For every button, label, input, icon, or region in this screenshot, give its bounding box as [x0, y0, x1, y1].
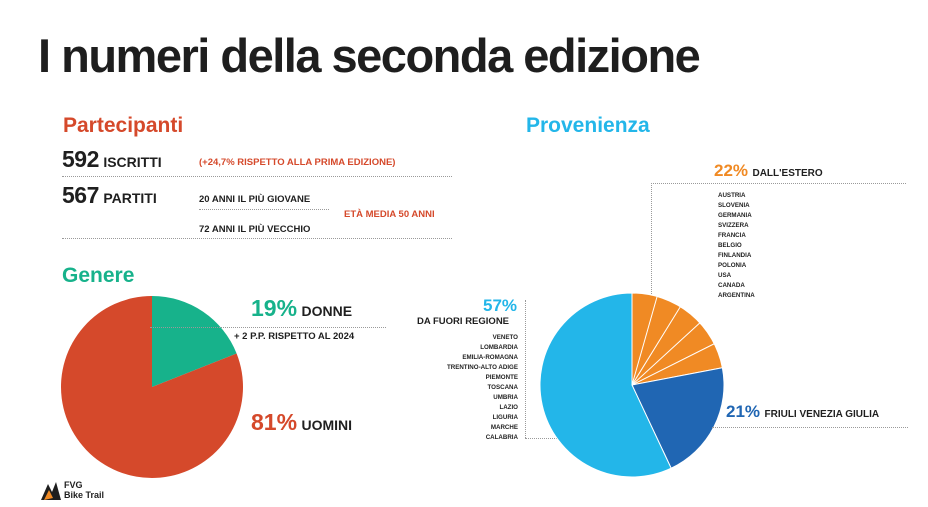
country-item: GERMANIA	[718, 212, 752, 219]
region-item: PIEMONTE	[485, 374, 518, 381]
region-item: UMBRIA	[493, 394, 518, 401]
region-item: EMILIA-ROMAGNA	[462, 354, 518, 361]
uomini-label: UOMINI	[301, 417, 353, 433]
donne-label: DONNE	[301, 303, 353, 319]
uomini-row: 81% UOMINI	[251, 409, 352, 436]
country-item: ARGENTINA	[718, 292, 755, 299]
divider	[62, 176, 452, 177]
iscritti-row: 592 ISCRITTI	[62, 146, 162, 173]
genere-pie-chart	[60, 296, 243, 478]
partiti-label: PARTITI	[103, 190, 157, 206]
connector-line	[525, 438, 575, 439]
connector-line	[712, 427, 908, 428]
estero-subdivision	[631, 306, 681, 386]
fuori-value: 57%	[483, 296, 518, 315]
connector-line	[651, 183, 652, 300]
page-title: I numeri della seconda edizione	[38, 29, 701, 82]
fvg-bike-trail-logo: FVG Bike Trail	[40, 478, 110, 504]
estero-value: 22%	[714, 161, 749, 180]
iscritti-value: 592	[62, 146, 99, 172]
region-item: LIGURIA	[492, 414, 518, 421]
pie-slice-estero	[631, 292, 723, 386]
country-item: BELGIO	[718, 242, 742, 249]
fuori-label: DA FUORI REGIONE	[417, 316, 510, 327]
iscritti-label: ISCRITTI	[103, 154, 162, 170]
oldest-age: 72 ANNI IL PIÙ VECCHIO	[199, 224, 311, 235]
country-item: SLOVENIA	[718, 202, 750, 209]
region-item: TRENTINO-ALTO ADIGE	[446, 364, 518, 371]
region-item: VENETO	[492, 334, 518, 341]
iscritti-note: (+24,7% RISPETTO ALLA PRIMA EDIZIONE)	[199, 157, 396, 168]
country-item: FRANCIA	[718, 232, 746, 239]
country-item: POLONIA	[718, 262, 747, 269]
genere-title: Genere	[62, 264, 135, 287]
fvg-row: 21% FRIULI VENEZIA GIULIA	[726, 402, 879, 422]
estero-label: DALL'ESTERO	[752, 168, 823, 179]
divider	[199, 209, 329, 210]
country-item: USA	[718, 272, 732, 279]
youngest-age: 20 ANNI IL PIÙ GIOVANE	[199, 194, 311, 205]
average-age: ETÀ MEDIA 50 ANNI	[344, 209, 435, 220]
pie-slice-fvg	[631, 367, 725, 469]
partiti-value: 567	[62, 182, 99, 208]
pie-slice-donne	[152, 296, 237, 387]
partiti-row: 567 PARTITI	[62, 182, 157, 209]
country-item: FINLANDIA	[718, 252, 752, 259]
region-item: TOSCANA	[487, 384, 518, 391]
donne-value: 19%	[251, 295, 298, 321]
estero-subdivision	[631, 296, 658, 386]
estero-row: 22% DALL'ESTERO	[714, 161, 823, 181]
estero-subdivision	[631, 322, 701, 386]
fuori-regions-list: VENETO LOMBARDIA EMILIA-ROMAGNA TRENTINO-AL…	[420, 333, 518, 443]
provenienza-title: Provenienza	[526, 114, 650, 137]
region-item: CALABRIA	[485, 434, 518, 441]
estero-subdivision	[631, 343, 715, 386]
provenienza-pie-chart	[539, 292, 725, 478]
donne-row: 19% DONNE	[251, 295, 352, 322]
fvg-value: 21%	[726, 402, 761, 421]
connector-line	[525, 300, 526, 438]
fvg-label: FRIULI VENEZIA GIULIA	[764, 409, 880, 420]
estero-countries-list: AUSTRIA SLOVENIA GERMANIA SVIZZERA FRANCIA BE…	[718, 191, 755, 301]
logo-line2: Bike Trail	[64, 490, 105, 500]
divider	[62, 238, 452, 239]
logo-mark-icon	[41, 482, 61, 500]
region-item: LOMBARDIA	[480, 344, 518, 351]
country-item: SVIZZERA	[718, 222, 749, 229]
region-item: LAZIO	[499, 404, 518, 411]
logo-line1: FVG	[64, 480, 83, 490]
connector-line	[150, 327, 386, 328]
connector-line	[651, 183, 906, 184]
partecipanti-title: Partecipanti	[63, 114, 184, 137]
country-item: AUSTRIA	[718, 192, 746, 199]
region-item: MARCHE	[490, 424, 518, 431]
uomini-value: 81%	[251, 409, 298, 435]
country-item: CANADA	[718, 282, 745, 289]
donne-note: + 2 P.P. RISPETTO AL 2024	[234, 331, 355, 342]
pie-slice-fuori-regione	[539, 292, 672, 478]
pie-slice-uomini	[60, 296, 243, 478]
